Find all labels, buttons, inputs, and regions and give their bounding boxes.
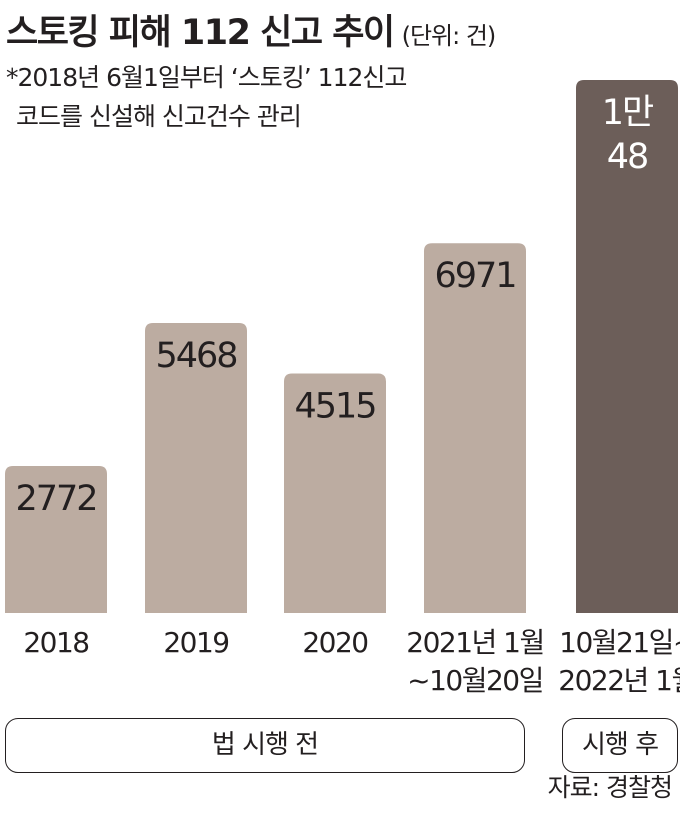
bar-4: [576, 80, 678, 613]
value-label-0: 2772: [15, 479, 96, 519]
source-credit: 자료: 경찰청: [547, 773, 673, 802]
bar-0: [5, 465, 107, 613]
period-before-label: 법 시행 전: [5, 718, 525, 773]
footnote: *2018년 6월1일부터 ‘스토킹’ 112신고 코드를 신설해 신고건수 관…: [6, 58, 407, 136]
bar-1: [145, 322, 247, 613]
value-label-1: 5468: [155, 336, 236, 376]
bar-3: [424, 243, 526, 613]
category-label-1: 2019: [163, 626, 228, 659]
unit-label: (단위: 건): [401, 22, 497, 50]
category-label-2: 2020: [302, 626, 367, 659]
bar-2: [284, 373, 386, 613]
period-after-label: 시행 후: [562, 718, 678, 773]
category-label-0: 2018: [23, 626, 88, 659]
bar-chart: 2772 2018 5468 2019 4515 2020 6971 2021년 1월 ~10월…: [5, 80, 680, 697]
value-label-3: 6971: [434, 256, 515, 296]
title-row: 스토킹 피해 112 신고 추이 (단위: 건): [6, 4, 497, 55]
value-label-2: 4515: [294, 387, 375, 427]
value-label-4: 1만 48: [602, 93, 653, 177]
chart-title: 스토킹 피해 112 신고 추이: [6, 13, 395, 53]
category-label-3: 2021년 1월 ~10월20일: [406, 626, 544, 697]
footnote-line-2: 코드를 신설해 신고건수 관리: [16, 102, 302, 131]
category-label-4: 10월21일~2022년 1월: [558, 626, 680, 697]
footnote-line-1: *2018년 6월1일부터 ‘스토킹’ 112신고: [6, 63, 407, 92]
